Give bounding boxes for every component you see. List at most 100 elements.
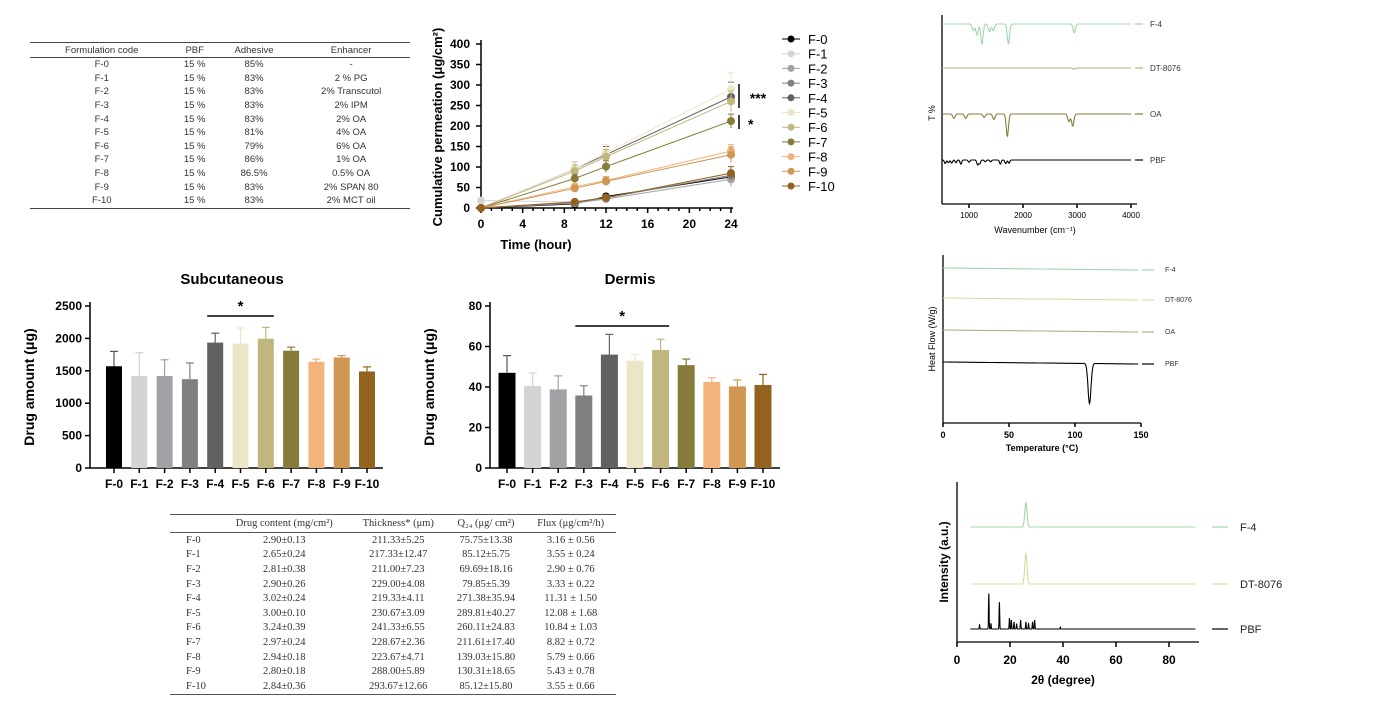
column-header: Enhancer	[292, 42, 410, 58]
table-cell: F-6	[186, 622, 201, 634]
data-point-F-10	[477, 204, 485, 212]
table-cell: F-10	[186, 680, 206, 692]
x-tick-label: 20	[683, 217, 697, 231]
table-row: F-9 2.80±0.18 288.00±5.89 130.31±18.65 5.43 …	[170, 664, 616, 679]
table-cell: 8.82 ± 0.72	[546, 636, 595, 648]
y-tick-label: 200	[450, 119, 470, 133]
bar-F-3	[181, 379, 198, 468]
table-row: F-0 15 % 85% -	[30, 58, 410, 72]
y-tick-label: 150	[450, 140, 470, 154]
table-cell: 1% OA	[336, 154, 367, 166]
table-cell: 10.84 ± 1.03	[544, 622, 598, 634]
series-line-F-10	[480, 172, 732, 209]
table-cell: 211.61±17.40	[457, 636, 515, 648]
column-header: PBF	[173, 42, 216, 58]
x-tick-label: 100	[1067, 430, 1082, 440]
table-row: F-8 15 % 86.5% 0.5% OA	[30, 167, 410, 181]
y-tick-label: 350	[450, 58, 470, 72]
table-cell: 223.67±4.71	[371, 651, 425, 663]
table-cell: 4% OA	[336, 127, 367, 139]
table-cell: 0.5% OA	[332, 168, 371, 180]
table-cell: 217.33±12.47	[369, 549, 428, 561]
legend-label: F-4	[1240, 522, 1257, 534]
table-cell: F-7	[186, 636, 201, 648]
x-tick-label: F-2	[549, 477, 567, 491]
bar-F-2	[549, 389, 567, 468]
table-cell: F-7	[94, 154, 109, 166]
y-tick-label: 2000	[55, 331, 82, 345]
data-point-F-6	[727, 97, 735, 106]
data-point-F-7	[602, 162, 610, 171]
column-header: Drug content (mg/cm²)	[218, 514, 350, 533]
bar-F-7	[677, 365, 695, 468]
composition-table: Formulation code PBF Adhesive Enhancer F-0 1…	[30, 42, 410, 209]
table-cell: 230.67±3.09	[371, 607, 425, 619]
table-cell: 3.24±0.39	[263, 622, 306, 634]
table-cell: 3.16 ± 0.56	[546, 534, 595, 546]
table-cell: 2.90±0.26	[263, 578, 306, 590]
x-tick-label: F-10	[751, 477, 776, 491]
y-tick-label: 0	[475, 461, 482, 475]
table-row: F-3 2.90±0.26 229.00±4.08 79.85±5.39 3.33 ± …	[170, 577, 616, 592]
table-cell: F-2	[94, 86, 109, 98]
table-cell: 15 %	[183, 181, 206, 193]
legend-label: F-6	[808, 120, 828, 135]
table-row: F-4 3.02±0.24 219.33±4.11 271.38±35.94 11.31…	[170, 591, 616, 606]
column-header: Formulation code	[30, 42, 174, 58]
series-line-F-5	[480, 88, 732, 209]
y-tick-label: 2500	[55, 299, 82, 313]
table-cell: 83%	[244, 86, 264, 98]
data-point-F-7	[570, 174, 579, 183]
x-tick-label: F-10	[355, 477, 380, 491]
x-tick-label: F-0	[105, 477, 123, 491]
column-header: Adhesive	[215, 42, 293, 58]
x-tick-label: 0	[940, 430, 945, 440]
legend-label: DT-8076	[1150, 64, 1181, 73]
bar-F-7	[283, 350, 300, 468]
x-axis-label: Temperature (°C)	[1006, 443, 1078, 453]
table-cell: 211.00±7.23	[371, 563, 425, 575]
series-line-F-9	[480, 154, 732, 209]
table-row: F-7 2.97±0.24 228.67±2.36 211.61±17.40 8.82 …	[170, 635, 616, 650]
table-cell: 15 %	[183, 100, 206, 112]
bar-F-2	[156, 375, 173, 468]
legend-marker-F-6	[787, 123, 795, 131]
table-cell: 288.00±5.89	[371, 666, 425, 678]
thermogram-OA	[943, 329, 1139, 333]
table-cell: F-8	[94, 168, 109, 180]
bar-F-9	[333, 357, 350, 468]
legend-label: DT-8076	[1165, 297, 1192, 304]
legend-label: F-5	[808, 106, 828, 121]
table-cell: 85.12±15.80	[459, 680, 513, 692]
table-cell: 3.55 ± 0.66	[546, 680, 595, 692]
table-cell: F-9	[186, 666, 201, 678]
legend-label: F-0	[808, 32, 828, 47]
x-tick-label: F-6	[257, 477, 275, 491]
table-cell: 86.5%	[240, 168, 268, 180]
x-tick-label: 12	[599, 217, 613, 231]
x-tick-label: F-7	[677, 477, 695, 491]
x-tick-label: F-8	[703, 477, 721, 491]
x-tick-label: 4	[519, 217, 526, 231]
table-cell: 2.90±0.13	[263, 534, 306, 546]
table-cell: 2.94±0.18	[263, 651, 306, 663]
table-cell: 3.55 ± 0.24	[546, 549, 595, 561]
bar-F-10	[754, 384, 772, 468]
legend-label: F-4	[1150, 20, 1163, 29]
x-tick-label: 60	[1109, 653, 1123, 667]
bar-F-0	[106, 366, 122, 468]
table-cell: 83%	[244, 72, 264, 84]
table-row: F-2 2.81±0.38 211.00±7.23 69.69±18.16 2.90 ±…	[170, 562, 616, 577]
y-tick-label: 20	[469, 421, 483, 435]
bar-F-3	[575, 395, 593, 468]
legend-marker-F-10	[787, 182, 795, 190]
legend-label: OA	[1150, 110, 1162, 119]
y-axis-label: Drug amount (μg)	[21, 328, 37, 445]
table-cell: 79.85±5.39	[462, 578, 510, 590]
table-cell: F-4	[94, 113, 109, 125]
table-row: F-7 15 % 86% 1% OA	[30, 153, 410, 167]
legend-label: OA	[1165, 329, 1175, 336]
table-cell: 260.11±24.83	[457, 622, 515, 634]
table-cell: 3.02±0.24	[263, 593, 306, 605]
significance-label: ***	[750, 90, 767, 106]
